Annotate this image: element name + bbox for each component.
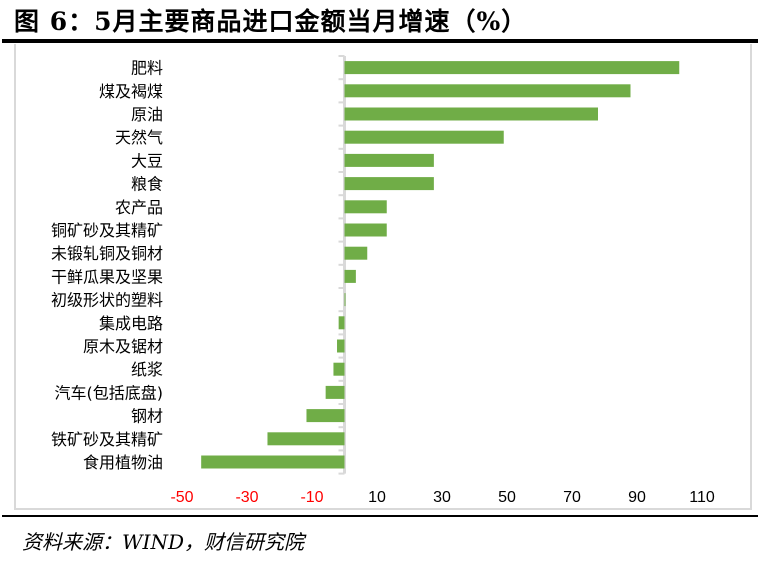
bar — [267, 432, 345, 446]
bar — [344, 153, 434, 167]
category-label: 钢材 — [131, 407, 163, 426]
bar — [333, 362, 345, 376]
category-label: 原油 — [131, 105, 163, 124]
x-tick-label: -10 — [300, 489, 323, 506]
bar — [344, 107, 598, 121]
bar — [344, 61, 680, 75]
category-label: 煤及褐煤 — [99, 82, 163, 101]
category-label: 干鲜瓜果及坚果 — [51, 267, 163, 286]
bar — [344, 269, 356, 283]
x-tick-label: 30 — [433, 489, 451, 506]
category-label: 粮食 — [131, 175, 163, 194]
category-label: 铜矿砂及其精矿 — [51, 221, 163, 240]
bar — [338, 316, 345, 330]
category-label: 汽车(包括底盘) — [55, 383, 164, 402]
source-rule — [2, 515, 758, 517]
bar — [344, 130, 504, 144]
bar — [344, 246, 368, 260]
category-label: 纸浆 — [131, 360, 163, 379]
figure-title: 图 6：5月主要商品进口金额当月增速（%） — [14, 7, 528, 36]
x-tick-label: 10 — [368, 489, 386, 506]
category-label: 天然气 — [115, 128, 163, 147]
category-label: 初级形状的塑料 — [51, 291, 163, 310]
category-label: 大豆 — [131, 151, 163, 170]
x-tick-label: -50 — [170, 489, 193, 506]
category-label: 食用植物油 — [83, 453, 163, 472]
x-tick-label: 70 — [563, 489, 581, 506]
category-label: 集成电路 — [99, 314, 163, 333]
category-label: 铁矿砂及其精矿 — [51, 430, 163, 449]
bar — [344, 223, 387, 237]
bar — [344, 293, 346, 307]
x-tick-label: 110 — [689, 489, 715, 506]
chart-frame — [14, 44, 752, 510]
bar — [344, 177, 434, 191]
bar — [344, 200, 387, 214]
title-rule — [2, 39, 758, 43]
category-label: 原木及锯材 — [83, 337, 163, 356]
x-tick-label: -30 — [235, 489, 258, 506]
bar — [344, 84, 631, 98]
bar — [337, 339, 345, 353]
bar — [325, 385, 345, 399]
bar — [201, 455, 345, 469]
category-label: 未锻轧铜及铜材 — [51, 244, 163, 263]
source-note: 资料来源：WIND，财信研究院 — [22, 530, 304, 554]
bar — [306, 409, 345, 423]
x-tick-label: 90 — [628, 489, 646, 506]
category-label: 肥料 — [131, 59, 163, 78]
x-tick-label: 50 — [498, 489, 516, 506]
category-label: 农产品 — [115, 198, 163, 217]
